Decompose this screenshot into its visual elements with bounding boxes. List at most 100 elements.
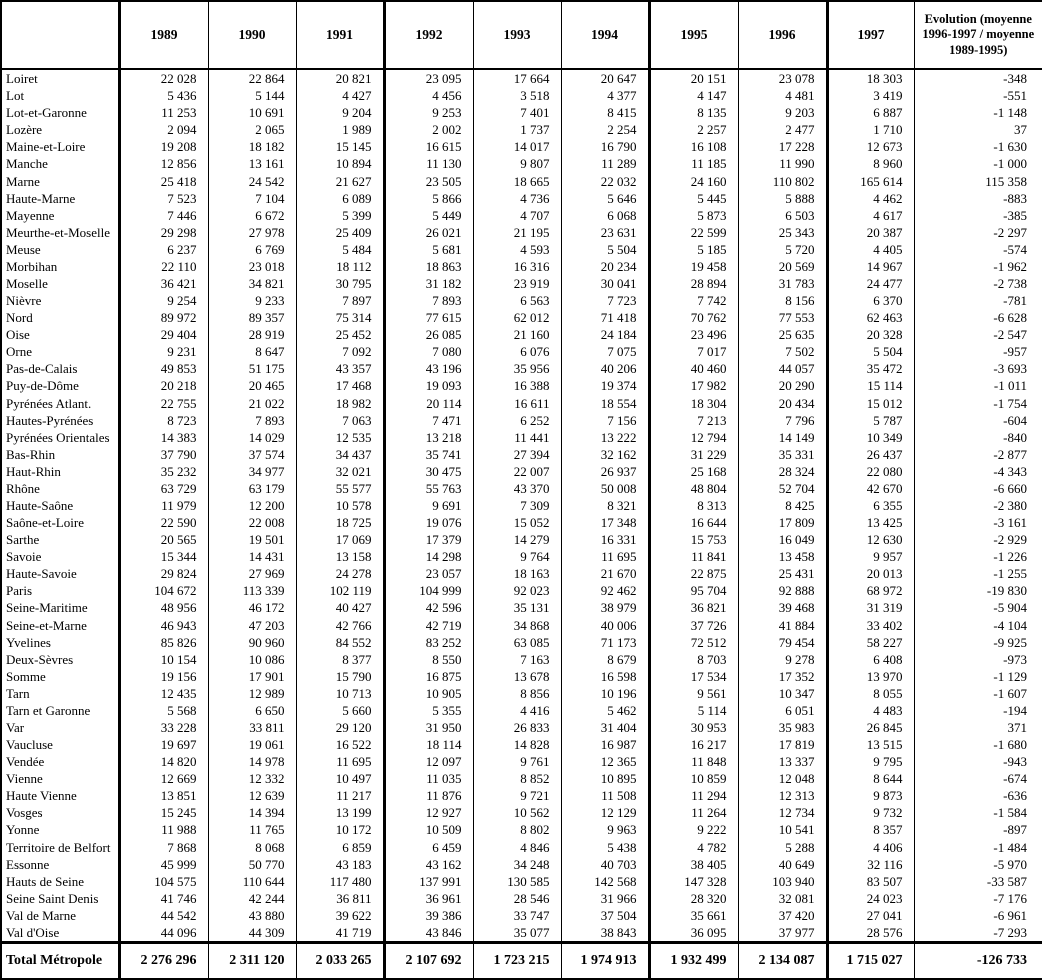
table-row: Pyrénées Orientales 14 383 14 029 12 535 13 … xyxy=(1,428,1042,446)
cell-value: 5 355 xyxy=(382,701,473,719)
cell-value: 5 866 xyxy=(382,189,473,207)
cell-value: 9 795 xyxy=(825,753,914,771)
cell-value: 26 437 xyxy=(825,445,914,463)
cell-value: 24 184 xyxy=(560,326,649,344)
cell-evolution: -6 628 xyxy=(913,309,1042,327)
cell-value: 4 427 xyxy=(295,87,384,105)
cell-value: 10 894 xyxy=(295,155,384,173)
cell-value: 33 811 xyxy=(207,718,296,737)
cell-value: 5 660 xyxy=(295,701,384,719)
cell-value: 7 723 xyxy=(560,292,649,310)
row-label: Vendée xyxy=(6,754,45,770)
row-label: Yonne xyxy=(6,822,40,838)
row-label: Lozère xyxy=(6,122,43,138)
cell-value: 13 425 xyxy=(825,514,914,532)
cell-value: 13 678 xyxy=(472,667,561,685)
cell-value: 16 615 xyxy=(382,138,473,156)
cell-value: 17 534 xyxy=(647,667,738,685)
cell-value: 22 028 xyxy=(117,69,208,88)
cell-value: 55 577 xyxy=(295,479,384,497)
cell-value: 63 179 xyxy=(207,479,296,497)
cell-evolution: -4 343 xyxy=(913,462,1042,480)
cell-value: 16 790 xyxy=(560,138,649,156)
cell-evolution: -1 754 xyxy=(913,394,1042,412)
cell-value: 34 248 xyxy=(472,855,561,873)
cell-value: 35 983 xyxy=(737,718,827,737)
cell-evolution: -1 129 xyxy=(913,667,1042,685)
cell-value: 8 802 xyxy=(472,821,561,839)
cell-value: 30 953 xyxy=(647,718,738,737)
cell-value: 20 013 xyxy=(825,565,914,583)
row-label: Orne xyxy=(6,344,32,360)
cell-value: 12 097 xyxy=(382,753,473,771)
cell-value: 18 863 xyxy=(382,257,473,275)
cell-value: 11 185 xyxy=(647,155,738,173)
row-label: Val d'Oise xyxy=(6,924,60,940)
cell-value: 37 420 xyxy=(737,906,827,924)
cell-value: 14 383 xyxy=(117,428,208,446)
total-cell-value: 2 033 265 xyxy=(295,941,384,979)
row-label: Seine Saint Denis xyxy=(6,890,99,906)
cell-value: 110 802 xyxy=(737,172,827,190)
table-row: Haut-Rhin 35 232 34 977 32 021 30 475 22 007 2… xyxy=(1,462,1042,480)
cell-value: 43 196 xyxy=(382,360,473,378)
cell-value: 55 763 xyxy=(382,479,473,497)
cell-value: 30 475 xyxy=(382,462,473,480)
row-label: Haute Vienne xyxy=(6,788,77,804)
cell-value: 28 919 xyxy=(207,326,296,344)
cell-value: 16 316 xyxy=(472,257,561,275)
row-label: Lot xyxy=(6,88,25,104)
cell-value: 9 807 xyxy=(472,155,561,173)
cell-value: 11 035 xyxy=(382,770,473,788)
table-row: Paris 104 672 113 339 102 119 104 999 92 023 9… xyxy=(1,582,1042,600)
cell-value: 10 541 xyxy=(737,821,827,839)
cell-value: 79 454 xyxy=(737,633,827,651)
header-row: 1989 1990 1991 1992 1993 1994 1995 1996 1997 Evol… xyxy=(1,1,1042,70)
cell-value: 13 161 xyxy=(207,155,296,173)
cell-value: 23 057 xyxy=(382,565,473,583)
cell-value: 8 313 xyxy=(647,496,738,515)
cell-value: 2 065 xyxy=(207,121,296,139)
cell-value: 14 820 xyxy=(117,753,208,771)
cell-value: 4 481 xyxy=(737,87,827,105)
cell-value: 12 313 xyxy=(737,787,827,805)
column-header-evolution: Evolution (moyenne 1996-1997 / moyenne 1… xyxy=(913,1,1042,70)
cell-value: 16 598 xyxy=(560,667,649,685)
cell-value: 8 960 xyxy=(825,155,914,173)
cell-value: 42 596 xyxy=(382,599,473,617)
cell-value: 68 972 xyxy=(825,582,914,600)
cell-value: 5 504 xyxy=(825,343,914,361)
cell-value: 22 008 xyxy=(207,514,296,532)
table-row: Saône-et-Loire 22 590 22 008 18 725 19 076 15… xyxy=(1,514,1042,532)
cell-value: 75 314 xyxy=(295,309,384,327)
cell-value: 9 203 xyxy=(737,104,827,122)
cell-value: 7 401 xyxy=(472,104,561,122)
cell-value: 18 182 xyxy=(207,138,296,156)
cell-value: 18 114 xyxy=(382,736,473,754)
cell-value: 12 989 xyxy=(207,684,296,702)
cell-value: 22 864 xyxy=(207,69,296,88)
cell-value: 13 199 xyxy=(295,804,384,822)
row-label: Lot-et-Garonne xyxy=(6,105,87,121)
cell-value: 5 399 xyxy=(295,206,384,224)
cell-value: 5 568 xyxy=(117,701,208,719)
cell-value: 6 650 xyxy=(207,701,296,719)
cell-value: 37 790 xyxy=(117,445,208,463)
cell-value: 89 357 xyxy=(207,309,296,327)
cell-value: 10 713 xyxy=(295,684,384,702)
cell-value: 9 222 xyxy=(647,821,738,839)
cell-value: 130 585 xyxy=(472,872,561,890)
cell-value: 15 344 xyxy=(117,548,208,566)
row-label: Territoire de Belfort xyxy=(6,839,111,855)
cell-value: 6 076 xyxy=(472,343,561,361)
cell-value: 43 162 xyxy=(382,855,473,873)
cell-value: 5 445 xyxy=(647,189,738,207)
cell-value: 8 856 xyxy=(472,684,561,702)
cell-value: 9 561 xyxy=(647,684,738,702)
cell-evolution: -1 255 xyxy=(913,565,1042,583)
cell-value: 29 120 xyxy=(295,718,384,737)
column-header-1995: 1995 xyxy=(647,1,738,70)
cell-value: 12 535 xyxy=(295,428,384,446)
total-row: Total Métropole 2 276 296 2 311 120 2 033 … xyxy=(1,941,1042,979)
cell-value: 7 309 xyxy=(472,496,561,515)
